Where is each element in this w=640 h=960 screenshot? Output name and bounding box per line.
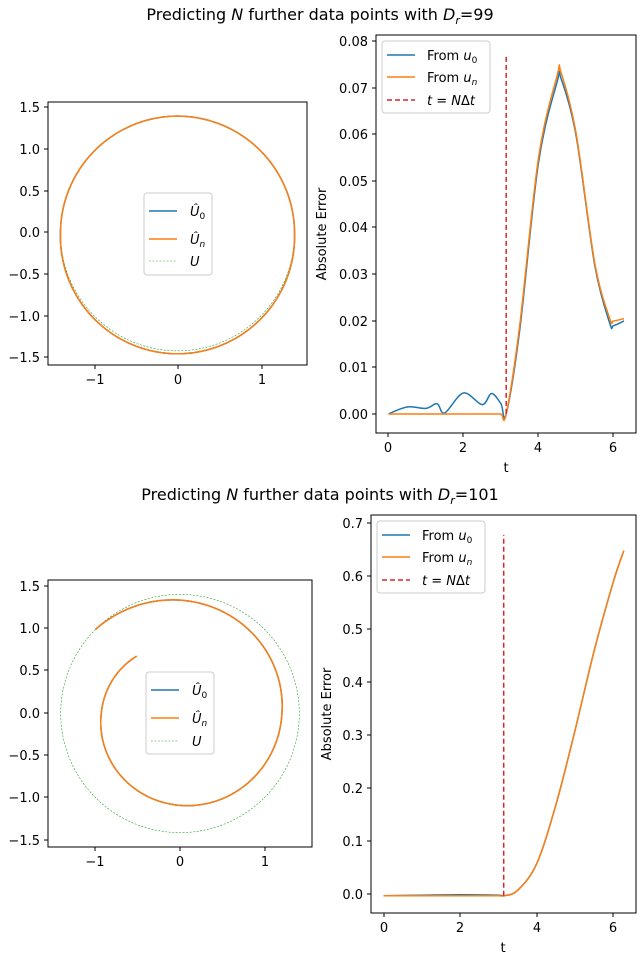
legend-label-exact: U	[190, 255, 200, 270]
y-tick-label: 0.5	[19, 185, 40, 200]
legend-box	[145, 671, 215, 755]
y-tick-label: 0.05	[339, 175, 368, 190]
y-tick-label: 1.5	[19, 101, 40, 116]
y-tick-label: 0.2	[342, 782, 363, 797]
y-axis-label: Absolute Error	[320, 667, 335, 760]
error-plot-top: 0 2 4 6 t 0.00 0.01 0.02 0.03 0.04 0.05 …	[315, 34, 637, 476]
x-tick-label: 4	[534, 441, 542, 456]
y-tick-label: 0.03	[339, 268, 368, 283]
legend-box	[376, 520, 486, 594]
x-tick-label: 4	[533, 921, 541, 936]
y-ticks: 0.00 0.01 0.02 0.03 0.04 0.05 0.06 0.07 …	[339, 35, 376, 423]
y-tick-label: 0.01	[339, 361, 368, 376]
y-tick-label: 0.7	[342, 517, 363, 532]
x-axis-label: t	[500, 941, 505, 956]
y-tick-label: 0.04	[339, 221, 368, 236]
y-tick-label: 0.5	[19, 664, 40, 679]
y-tick-label: −1.5	[8, 351, 40, 366]
x-tick-label: 6	[609, 441, 617, 456]
legend-label-exact: U	[192, 735, 202, 750]
y-tick-label: −0.5	[8, 268, 40, 283]
legend: Û0 Ûn U	[143, 192, 213, 276]
legend: From u0 From un t = NΔt	[376, 520, 486, 594]
y-tick-label: 0.6	[342, 570, 363, 585]
legend-box	[143, 192, 213, 276]
y-ticks: 1.5 1.0 0.5 0.0 −0.5 −1.0 −1.5	[8, 101, 48, 366]
x-tick-label: 2	[456, 921, 464, 936]
x-ticks: −1 0 1	[85, 365, 266, 388]
figure-title-bottom: Predicting N further data points with Dr…	[141, 485, 498, 507]
legend-label-marker: t = NΔt	[427, 94, 476, 109]
y-tick-label: 0.0	[19, 226, 40, 241]
phase-series-lines	[59, 115, 296, 355]
series-line-exact-U	[60, 594, 300, 833]
x-tick-label: 0	[384, 441, 392, 456]
y-tick-label: 0.1	[342, 835, 363, 850]
x-tick-label: 0	[174, 373, 182, 388]
y-ticks: 0.0 0.1 0.2 0.3 0.4 0.5 0.6 0.7	[342, 517, 371, 903]
legend: Û0 Ûn U	[145, 671, 215, 755]
x-ticks: 0 2 4 6	[384, 433, 617, 456]
y-tick-label: 0.0	[342, 888, 363, 903]
error-plot-bottom: 0 2 4 6 t 0.0 0.1 0.2 0.3 0.4 0.5 0.6 0.…	[320, 514, 637, 956]
y-tick-label: −1.0	[8, 791, 40, 806]
error-series-lines	[383, 534, 625, 897]
y-ticks: 1.5 1.0 0.5 0.0 −0.5 −1.0 −1.5	[8, 580, 48, 849]
y-tick-label: 0.4	[342, 676, 363, 691]
y-tick-label: 1.0	[19, 622, 40, 637]
phase-series-lines	[60, 594, 300, 833]
y-tick-label: 0.5	[342, 623, 363, 638]
y-tick-label: −0.5	[8, 749, 40, 764]
legend-label-marker: t = NΔt	[422, 574, 471, 589]
legend-label-from-un: From un	[422, 551, 473, 568]
x-axis-label: t	[503, 461, 508, 476]
y-tick-label: 0.06	[339, 128, 368, 143]
y-tick-label: 0.00	[339, 408, 368, 423]
x-ticks: 0 2 4 6	[380, 913, 617, 936]
x-tick-label: 6	[609, 921, 617, 936]
y-tick-label: 0.08	[339, 35, 368, 50]
y-tick-label: 0.02	[339, 315, 368, 330]
x-tick-label: 2	[459, 441, 467, 456]
phase-plot-top: −1 0 1 1.5 1.0 0.5 0.0 −0.5 −1.0 −1.5 Û0…	[8, 101, 308, 388]
phase-plot-bottom: −1 0 1 1.5 1.0 0.5 0.0 −0.5 −1.0 −1.5 Û0…	[8, 579, 313, 870]
y-tick-label: 0.0	[19, 707, 40, 722]
y-axis-label: Absolute Error	[315, 187, 330, 280]
x-tick-label: 0	[176, 855, 184, 870]
x-tick-label: −1	[85, 855, 104, 870]
legend: From u0 From un t = NΔt	[381, 40, 491, 114]
legend-label-from-u0: From u0	[422, 529, 473, 546]
series-line-un-hat	[59, 115, 296, 355]
x-tick-label: 1	[258, 373, 266, 388]
figure-title-top: Predicting N further data points with Dr…	[146, 5, 493, 27]
y-tick-label: 1.5	[19, 580, 40, 595]
legend-label-from-un: From un	[427, 71, 478, 88]
legend-box	[381, 40, 491, 114]
series-line-from-un	[383, 550, 625, 897]
y-tick-label: −1.0	[8, 310, 40, 325]
x-tick-label: 1	[261, 855, 269, 870]
y-tick-label: 1.0	[19, 143, 40, 158]
y-tick-label: −1.5	[8, 834, 40, 849]
y-tick-label: 0.07	[339, 82, 368, 97]
y-tick-label: 0.3	[342, 729, 363, 744]
series-line-un-hat	[95, 599, 283, 807]
x-tick-label: 0	[380, 921, 388, 936]
error-series-lines	[388, 55, 625, 422]
series-line-from-un	[388, 64, 625, 422]
x-tick-label: −1	[85, 373, 104, 388]
x-ticks: −1 0 1	[85, 847, 269, 870]
legend-label-from-u0: From u0	[427, 49, 478, 66]
